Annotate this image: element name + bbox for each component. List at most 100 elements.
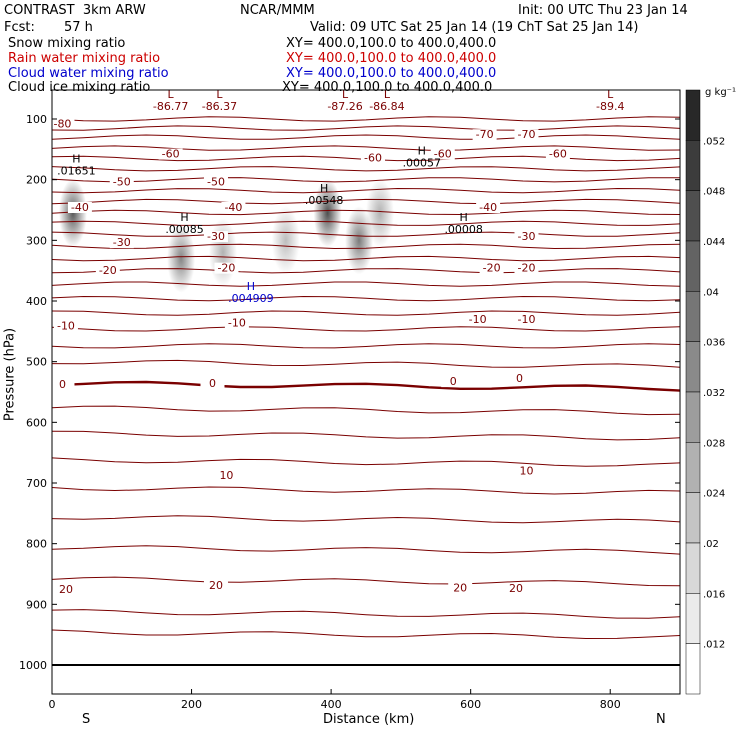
colorbar-cell (685, 492, 701, 544)
field-xy-snow: XY= 400.0,100.0 to 400.0,400.0 (286, 36, 497, 51)
contour-label-bg (465, 314, 490, 326)
isotherm-line (51, 457, 681, 467)
extremum-value: -86.37 (202, 100, 237, 113)
x-tick-label: 200 (181, 698, 202, 711)
contour-label-bg (545, 148, 570, 160)
contour-label: -30 (113, 236, 131, 249)
extremum-marker: H (418, 145, 426, 158)
contour-label-bg (109, 176, 134, 188)
x-tick-label: 800 (600, 698, 621, 711)
field-name-rain: Rain water mixing ratio (8, 51, 161, 66)
contour-label-bg (448, 582, 473, 594)
contour-label-bg (203, 176, 228, 188)
colorbar-cell (685, 240, 701, 292)
y-axis-label: Pressure (hPa) (2, 327, 18, 422)
plot-frame (51, 89, 681, 695)
contour-label-bg (514, 129, 539, 141)
contour-label-bg (514, 465, 539, 477)
contour-label: -10 (228, 316, 246, 329)
colorbar-unit: g kg⁻¹ (705, 87, 736, 98)
x-tick-label: 600 (460, 698, 481, 711)
isotherm-line (51, 629, 681, 640)
field-name-cloudice: Cloud ice mixing ratio (8, 80, 151, 95)
colorbar-cell (685, 190, 701, 242)
contour-label-bg (95, 265, 120, 277)
contour-label: -20 (217, 262, 235, 275)
contour-label-bg (472, 129, 497, 141)
colorbar-cell (685, 542, 701, 594)
y-tick-label: 1000 (19, 659, 47, 672)
contour-label: 20 (453, 581, 467, 594)
isotherm-line (51, 198, 681, 205)
isotherm-line (51, 405, 681, 416)
contour-label-bg (430, 148, 455, 160)
contour-label: 20 (509, 582, 523, 595)
y-tick-label: 900 (26, 598, 47, 611)
shaded-cell (208, 218, 237, 287)
contour-label: -10 (469, 313, 487, 326)
isotherm-line (51, 166, 681, 172)
isotherm-line (51, 255, 681, 262)
center-title: NCAR/MMM (240, 3, 315, 18)
fcst-label: Fcst: (4, 20, 35, 35)
contour-label: -70 (476, 128, 494, 141)
extremum-value: .01651 (57, 164, 96, 177)
field-name-snow: Snow mixing ratio (8, 36, 126, 51)
y-tick-label: 100 (26, 113, 47, 126)
isotherm-line (51, 486, 681, 495)
contour-label: -20 (483, 262, 501, 275)
colorbar-tick-label: .04 (703, 287, 719, 298)
shaded-cell (58, 179, 87, 248)
contour-label: -40 (224, 201, 242, 214)
field-xy-cloudice: XY= 400.0,100.0 to 400.0,400.0 (282, 80, 493, 95)
colorbar-tick-label: .012 (703, 640, 725, 651)
init-time: Init: 00 UTC Thu 23 Jan 14 (518, 3, 688, 18)
contour-label: 0 (59, 378, 66, 391)
shaded-cell (271, 206, 300, 275)
extremum-value: -87.26 (327, 100, 362, 113)
isotherm-line (51, 430, 681, 441)
colorbar-tick-label: .036 (703, 338, 725, 349)
isotherm-line (51, 326, 681, 332)
colorbar-tick-label: .016 (703, 589, 725, 600)
extremum-value: .00008 (444, 223, 483, 236)
extremum-value: .00085 (165, 223, 204, 236)
isotherm-line (51, 545, 681, 555)
contour-label-bg (50, 379, 75, 391)
extremum-marker: H (460, 211, 468, 224)
contour-label: -40 (71, 201, 89, 214)
colorbar-tick-label: .02 (703, 539, 719, 550)
colorbar-tick-label: .028 (703, 438, 725, 449)
x-tick-label: 400 (321, 698, 342, 711)
y-tick-label: 500 (26, 356, 47, 369)
colorbar-cell (685, 391, 701, 443)
field-xy-rain: XY= 400.0,100.0 to 400.0,400.0 (286, 51, 497, 66)
contour-label-bg (514, 262, 539, 274)
colorbar-cell (685, 140, 701, 191)
contour-label: 0 (516, 372, 523, 385)
extremum-marker: L (384, 88, 391, 101)
contour-label: -70 (518, 128, 536, 141)
extremum-marker: L (216, 88, 223, 101)
isotherm-line (51, 116, 681, 122)
isotherm-line (51, 310, 681, 316)
extremum-marker: H (72, 152, 80, 165)
isotherm-line (51, 187, 681, 194)
contour-label: -50 (207, 176, 225, 189)
shaded-cell (313, 179, 342, 248)
isotherm-line (51, 243, 681, 250)
isotherm-line (51, 281, 681, 287)
contour-label: 0 (450, 375, 457, 388)
shaded-cell (167, 224, 196, 293)
contour-label: -30 (207, 230, 225, 243)
contour-label-bg (200, 377, 225, 389)
model-title: CONTRAST 3km ARW (4, 3, 146, 18)
isotherm-line (51, 177, 680, 183)
isotherm-line (51, 125, 681, 131)
contour-label: -10 (518, 313, 536, 326)
isotherm-line (51, 515, 681, 524)
colorbar-cell (685, 341, 701, 393)
isotherm-line (51, 231, 681, 237)
contour-label: -80 (53, 117, 71, 130)
